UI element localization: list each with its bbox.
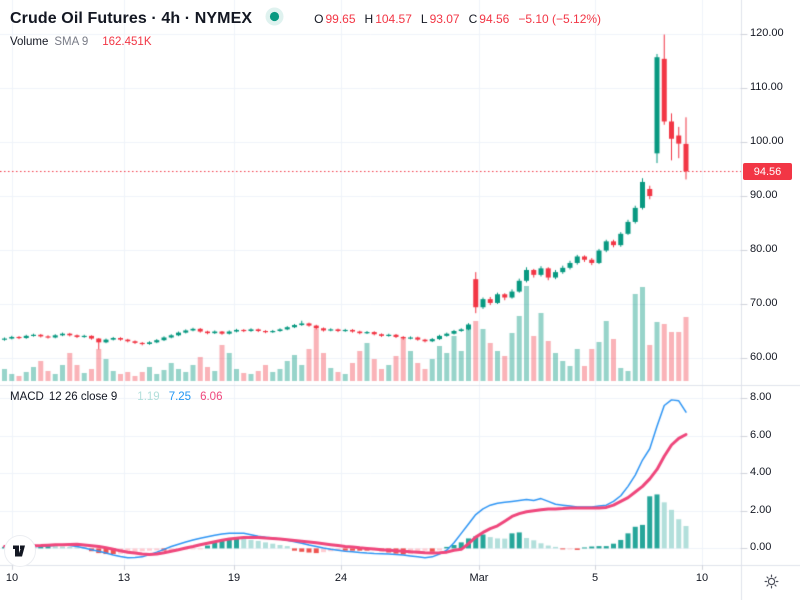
price-tick-label: 60.00 [750,351,778,363]
macd-line-value: 7.25 [168,391,192,403]
time-tick-label: 19 [227,572,241,584]
macd-tick-label: 6.00 [750,428,772,441]
gear-icon[interactable] [761,571,781,591]
ohlc-open-value: 99.65 [325,12,356,26]
macd-tick-label: 4.00 [750,466,772,479]
ohlc-high-label: H [364,12,374,26]
ohlc-low-value: 93.07 [429,12,460,26]
time-tick-label: 13 [117,572,131,584]
time-tick-label: 24 [334,572,348,584]
ohlc-high-value: 104.57 [375,12,412,26]
price-tick-label: 70.00 [750,297,778,309]
volume-label: Volume [10,36,49,48]
price-tick-label: 80.00 [750,243,778,255]
volume-legend[interactable]: Volume SMA 9 162.451K [10,36,152,48]
macd-tick-label: 8.00 [750,391,772,403]
price-tick-label: 110.00 [750,81,783,93]
macd-hist-value: 1.19 [137,391,160,403]
ohlc-change-value: −5.10 (−5.12%) [518,12,602,26]
ohlc-close-label: C [468,12,478,26]
price-tick-label: 120.00 [750,27,784,39]
macd-tick-label: 0.00 [750,541,772,554]
volume-sma-label: SMA 9 [54,36,89,48]
macd-params: 12 26 close 9 [48,391,118,403]
time-tick-label: Mar [469,572,489,584]
price-tick-label: 90.00 [750,189,778,201]
price-tick-label: 100.00 [750,135,784,147]
ohlc-open-label: O [314,12,324,26]
volume-value: 162.451K [102,36,152,48]
macd-label: MACD [10,391,44,403]
last-price-label: 94.56 [753,165,782,178]
market-status-dot-icon[interactable] [265,7,284,31]
macd-legend[interactable]: MACD 12 26 close 9 1.19 7.25 6.06 [10,391,222,403]
time-tick-label: 5 [591,572,599,584]
ohlc-close-value: 94.56 [479,12,510,26]
last-price-badge: 94.56 [743,163,792,180]
time-tick-label: 10 [5,572,19,584]
macd-signal-value: 6.06 [200,391,223,403]
time-axis[interactable] [0,566,741,600]
symbol-title[interactable]: Crude Oil Futures · 4h · NYMEX [10,10,253,27]
time-tick-label: 10 [695,572,709,584]
macd-tick-label: 2.00 [750,503,772,516]
ohlc-readout: O 99.65 H 104.57 L 93.07 C 94.56 −5.10 (−5.1… [314,12,601,26]
tradingview-logo-icon[interactable] [5,536,35,566]
ohlc-low-label: L [420,12,428,26]
